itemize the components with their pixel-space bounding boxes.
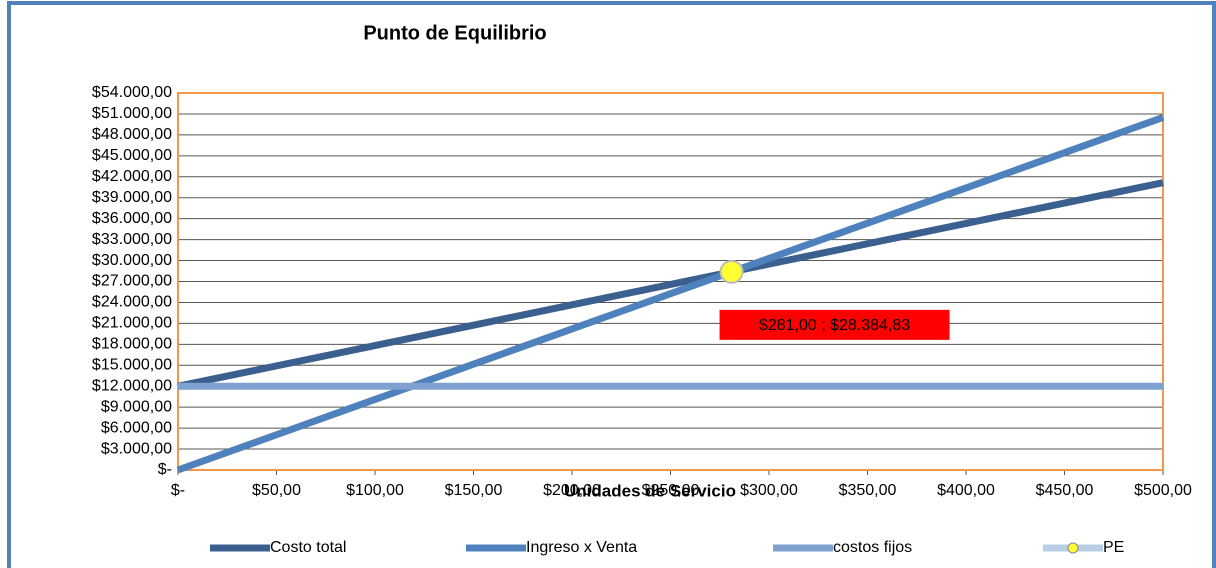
y-tick-label: $18.000,00 xyxy=(92,336,172,353)
x-tick-label: $200,00 xyxy=(543,482,601,499)
legend-marker xyxy=(1067,542,1079,554)
y-tick-label: $12.000,00 xyxy=(92,377,172,394)
y-tick-label: $9.000,00 xyxy=(101,398,172,415)
y-tick-label: $36.000,00 xyxy=(92,210,172,227)
y-tick-label: $27.000,00 xyxy=(92,273,172,290)
x-tick-label: $450,00 xyxy=(1036,482,1094,499)
y-tick-label: $33.000,00 xyxy=(92,231,172,248)
x-tick-label: $300,00 xyxy=(740,482,798,499)
pe-marker xyxy=(719,259,744,284)
data-label: $281,00 ; $28.384,83 xyxy=(759,317,910,334)
y-tick-label: $21.000,00 xyxy=(92,315,172,332)
legend-label: costos fijos xyxy=(833,539,912,556)
y-tick-label: $24.000,00 xyxy=(92,294,172,311)
x-tick-label: $100,00 xyxy=(346,482,404,499)
y-tick-label: $- xyxy=(158,461,172,478)
chart-border xyxy=(7,1,1216,568)
x-tick-label: $- xyxy=(171,482,185,499)
x-tick-label: $500,00 xyxy=(1134,482,1192,499)
y-tick-label: $42.000,00 xyxy=(92,168,172,185)
y-tick-label: $45.000,00 xyxy=(92,147,172,164)
y-tick-label: $30.000,00 xyxy=(92,252,172,269)
x-tick-label: $400,00 xyxy=(937,482,995,499)
y-tick-label: $15.000,00 xyxy=(92,356,172,373)
y-tick-label: $51.000,00 xyxy=(92,105,172,122)
y-tick-label: $48.000,00 xyxy=(92,126,172,143)
series-line xyxy=(176,114,1165,474)
x-tick-label: $150,00 xyxy=(445,482,503,499)
y-tick-label: $3.000,00 xyxy=(101,440,172,457)
y-tick-label: $6.000,00 xyxy=(101,419,172,436)
legend-label: Ingreso x Venta xyxy=(526,539,637,556)
series-line xyxy=(177,179,1164,390)
legend-label: PE xyxy=(1103,539,1124,556)
plot-border xyxy=(177,92,1164,471)
data-label-bg xyxy=(719,309,950,340)
y-tick-label: $54.000,00 xyxy=(92,84,172,101)
legend-label: Costo total xyxy=(270,539,346,556)
x-axis-label: Unidades de Servicio xyxy=(564,481,736,500)
x-tick-label: $250,00 xyxy=(642,482,700,499)
chart-title: Punto de Equilibrio xyxy=(363,22,546,44)
y-tick-label: $39.000,00 xyxy=(92,189,172,206)
x-tick-label: $50,00 xyxy=(252,482,301,499)
x-tick-label: $350,00 xyxy=(839,482,897,499)
